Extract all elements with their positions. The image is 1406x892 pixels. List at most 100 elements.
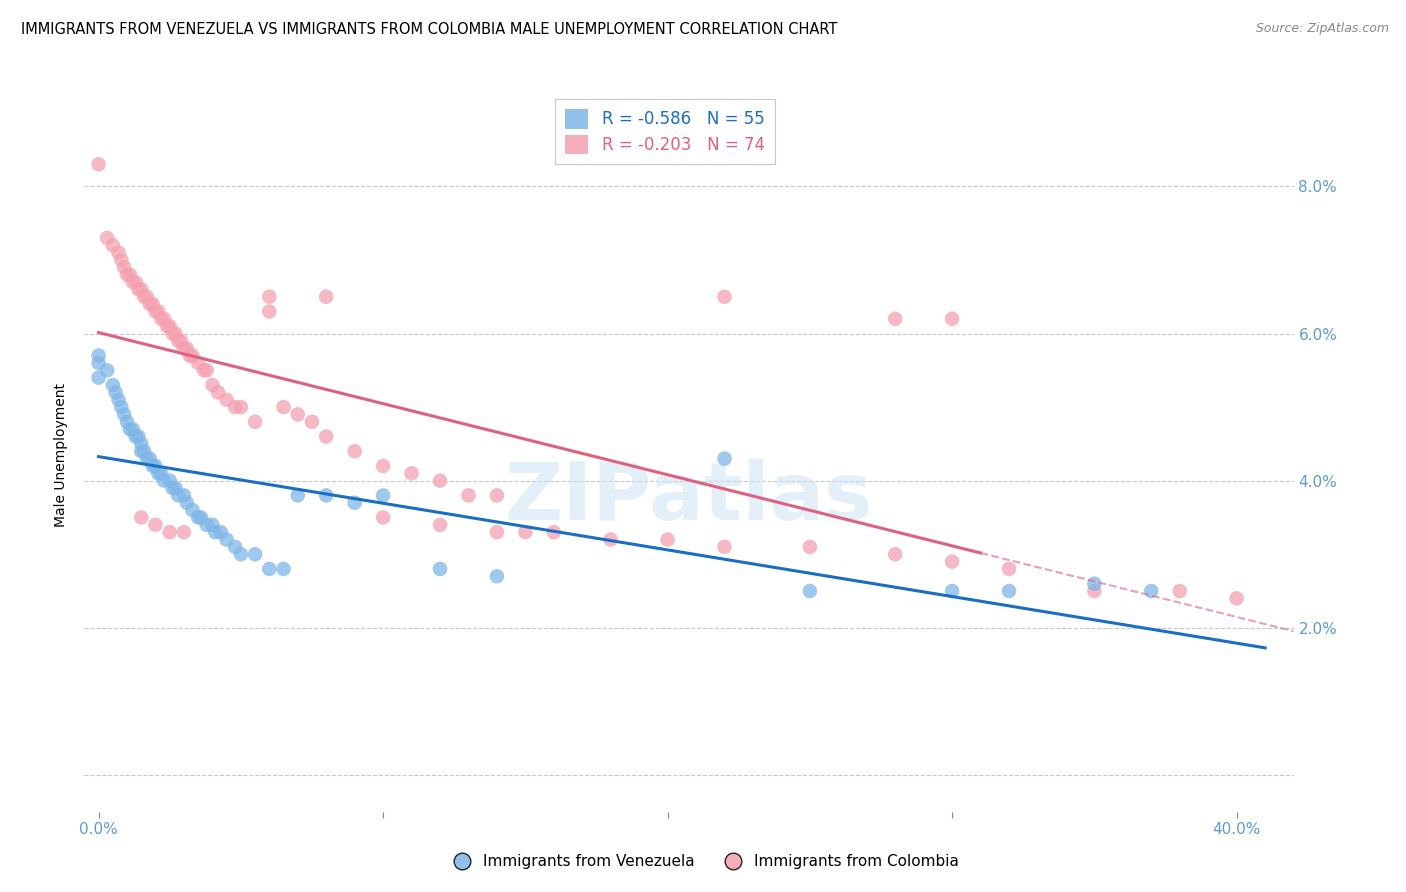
Point (941, 584, 963, 599)
Point (371, 510, 394, 524)
Point (139, 451, 162, 466)
Point (599, 533, 621, 547)
Point (429, 474, 451, 488)
Point (799, 584, 821, 599)
Text: Source: ZipAtlas.com: Source: ZipAtlas.com (1256, 22, 1389, 36)
Point (115, 415, 138, 429)
Point (156, 319, 179, 334)
Point (343, 496, 366, 510)
Point (259, 562, 281, 576)
Y-axis label: Male Unemployment: Male Unemployment (55, 383, 69, 527)
Point (301, 415, 323, 429)
Point (87, 370, 110, 384)
Text: IMMIGRANTS FROM VENEZUELA VS IMMIGRANTS FROM COLOMBIA MALE UNEMPLOYMENT CORRELAT: IMMIGRANTS FROM VENEZUELA VS IMMIGRANTS … (21, 22, 838, 37)
Point (998, 584, 1021, 599)
Point (107, 245, 129, 260)
Point (371, 458, 394, 473)
Point (193, 363, 215, 377)
Point (162, 326, 184, 341)
Point (657, 533, 679, 547)
Point (215, 392, 238, 407)
Point (96, 231, 118, 245)
Point (112, 260, 135, 275)
Point (224, 400, 246, 414)
Point (118, 268, 141, 282)
Point (515, 525, 537, 540)
Point (148, 304, 170, 318)
Point (273, 562, 295, 576)
Point (201, 517, 224, 532)
Point (713, 451, 735, 466)
Point (145, 304, 167, 318)
Point (201, 378, 224, 392)
Point (121, 422, 143, 436)
Point (315, 429, 337, 443)
Point (87, 349, 110, 363)
Point (159, 319, 181, 334)
Point (799, 540, 821, 554)
Point (145, 517, 167, 532)
Point (136, 451, 159, 466)
Point (142, 297, 165, 311)
Point (129, 444, 152, 458)
Point (315, 290, 337, 304)
Point (129, 437, 152, 451)
Point (165, 481, 187, 495)
Point (173, 341, 195, 355)
Point (170, 334, 193, 348)
Point (259, 304, 281, 318)
Point (195, 517, 218, 532)
Point (187, 356, 209, 370)
Point (207, 385, 229, 400)
Point (115, 268, 138, 282)
Point (209, 525, 232, 540)
Point (176, 496, 198, 510)
Point (96, 363, 118, 377)
Point (150, 311, 173, 326)
Point (167, 488, 190, 502)
Point (167, 334, 190, 348)
Point (136, 290, 159, 304)
Point (101, 238, 124, 252)
Point (173, 525, 195, 540)
Point (87, 157, 110, 171)
Point (224, 540, 246, 554)
Point (110, 400, 132, 414)
Point (1083, 584, 1105, 599)
Point (371, 488, 394, 502)
Point (229, 400, 252, 414)
Point (87, 356, 110, 370)
Point (259, 290, 281, 304)
Point (176, 341, 198, 355)
Point (181, 349, 204, 363)
Point (998, 562, 1021, 576)
Point (401, 467, 423, 481)
Legend: Immigrants from Venezuela, Immigrants from Colombia: Immigrants from Venezuela, Immigrants fr… (440, 848, 966, 875)
Text: ZIPatlas: ZIPatlas (505, 458, 873, 537)
Point (159, 474, 181, 488)
Point (229, 547, 252, 561)
Point (315, 488, 337, 502)
Point (129, 510, 152, 524)
Point (243, 547, 266, 561)
Point (132, 290, 155, 304)
Point (124, 429, 146, 443)
Point (1226, 591, 1249, 606)
Point (485, 569, 508, 583)
Point (129, 282, 152, 296)
Point (124, 275, 146, 289)
Point (884, 311, 907, 326)
Point (101, 378, 124, 392)
Point (215, 533, 238, 547)
Point (190, 510, 212, 524)
Point (179, 349, 201, 363)
Point (181, 503, 204, 517)
Point (165, 326, 187, 341)
Point (127, 282, 149, 296)
Point (543, 525, 565, 540)
Point (142, 458, 165, 473)
Point (148, 467, 170, 481)
Point (713, 540, 735, 554)
Point (941, 311, 963, 326)
Point (173, 488, 195, 502)
